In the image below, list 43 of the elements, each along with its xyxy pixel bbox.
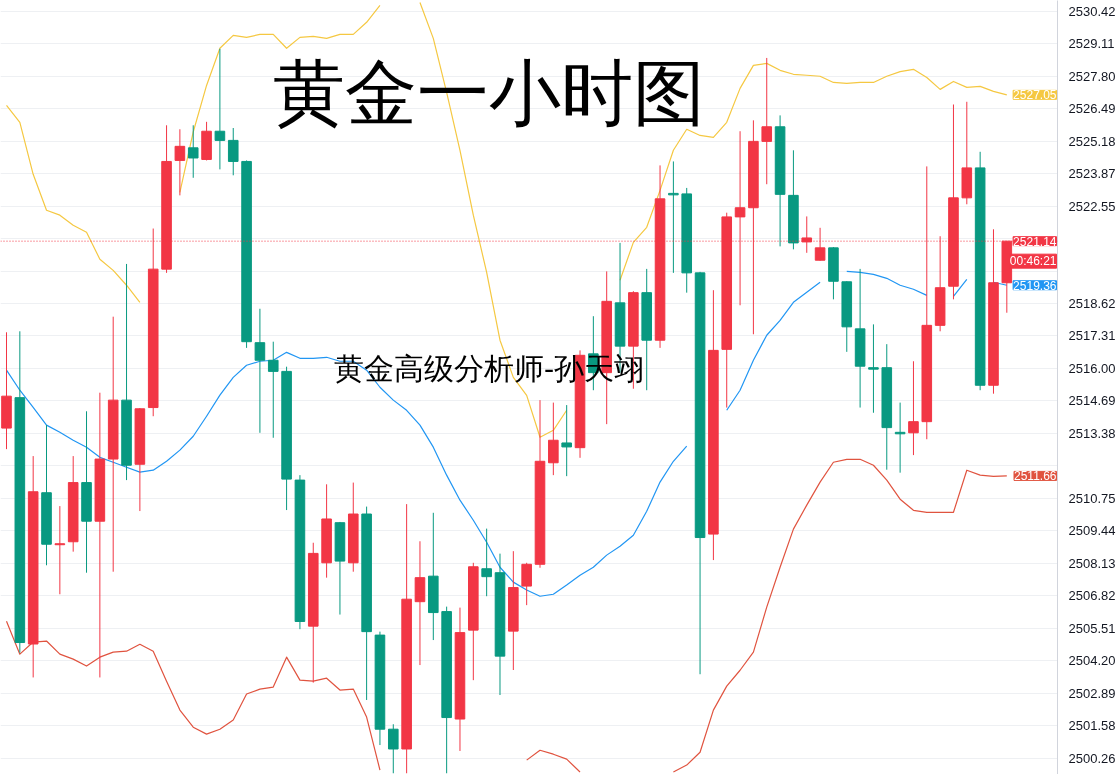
y-tick-label: 2510.75 — [1068, 490, 1116, 506]
y-tick-label: 2530.42 — [1068, 3, 1116, 19]
candlestick — [387, 723, 399, 774]
candlestick — [227, 127, 239, 176]
y-tick-label: 2505.51 — [1068, 620, 1116, 636]
annotation: 2527.05 — [1013, 88, 1057, 103]
candlestick — [561, 404, 572, 477]
candlestick — [187, 124, 199, 179]
candlestick — [761, 57, 773, 185]
y-tick-label: 2522.55 — [1068, 198, 1116, 214]
y-tick-label: 2518.62 — [1068, 296, 1116, 312]
y-tick-label: 2517.31 — [1068, 328, 1116, 344]
candlestick — [908, 360, 919, 456]
y-tick-label: 2501.58 — [1068, 717, 1116, 733]
candlestick — [481, 528, 492, 597]
candlestick — [868, 323, 879, 414]
candlestick — [214, 48, 226, 170]
candlestick — [521, 562, 532, 606]
y-tick-label: 2509.44 — [1068, 523, 1116, 539]
y-tick-label: 2504.20 — [1068, 653, 1116, 669]
y-tick-label: 2508.13 — [1068, 555, 1116, 571]
text: 2511.66 — [1014, 469, 1057, 484]
candlestick — [54, 505, 66, 595]
candlestick — [267, 341, 279, 439]
y-tick-label: 2502.89 — [1068, 685, 1116, 701]
annotation: 2519.36 — [1013, 278, 1057, 293]
y-tick-label: 2506.82 — [1068, 588, 1116, 604]
text: 黄金一小时图 — [272, 51, 705, 136]
annotation: 00:46:21 — [1009, 254, 1057, 269]
y-tick-label: 2526.49 — [1068, 101, 1116, 117]
y-tick-label: 2529.11 — [1068, 36, 1115, 52]
y-tick-label: 2527.80 — [1068, 68, 1116, 84]
y-tick-label: 2525.18 — [1068, 133, 1116, 149]
y-tick-label: 2523.87 — [1068, 166, 1116, 182]
y-tick-label: 2516.00 — [1068, 360, 1116, 376]
candlestick — [254, 308, 266, 434]
candlestick — [174, 128, 186, 196]
candlestick — [548, 402, 559, 476]
y-tick-label: 2513.38 — [1068, 425, 1116, 441]
y-tick-label: 2500.26 — [1068, 750, 1116, 766]
ref-line-label: 2521.14 — [1013, 234, 1057, 249]
candlestick — [668, 160, 679, 274]
y-tick-label: 2514.69 — [1068, 393, 1116, 409]
